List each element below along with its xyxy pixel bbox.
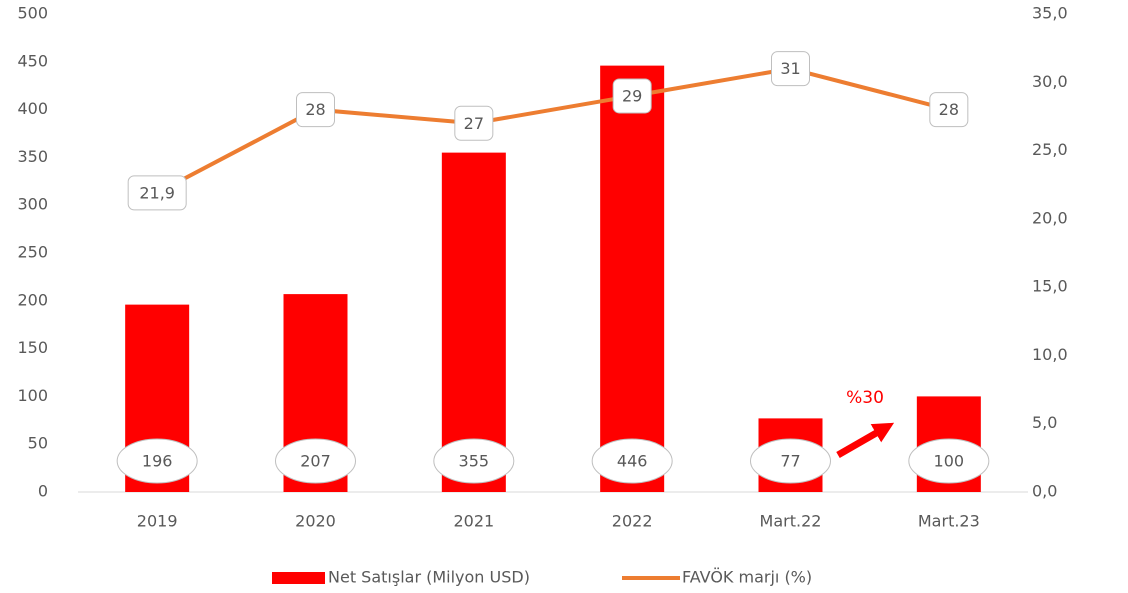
value-label: 196 [142, 452, 173, 471]
y-tick-label: 500 [17, 4, 48, 23]
y2-tick-label: 20,0 [1032, 208, 1068, 227]
x-tick-label: Mart.22 [760, 512, 822, 531]
value-label-bg [591, 438, 673, 484]
value-label-bg [127, 175, 187, 211]
value-label-bg [296, 92, 335, 128]
value-label-bg [750, 438, 831, 484]
y2-tick-label: 0,0 [1032, 482, 1057, 501]
x-tick-label: Mart.23 [918, 512, 980, 531]
y-tick-label: 150 [17, 338, 48, 357]
annotation: %30 [846, 388, 884, 408]
y2-tick-label: 25,0 [1032, 140, 1068, 159]
bar [600, 65, 665, 493]
value-label: 446 [617, 452, 648, 471]
value-label: 355 [459, 452, 490, 471]
legend-swatch [272, 572, 325, 584]
value-label: 28 [305, 100, 325, 119]
value-label: 27 [464, 114, 484, 133]
value-label-bg [771, 51, 810, 87]
value-label: 21,9 [139, 183, 175, 202]
y-tick-label: 450 [17, 51, 48, 70]
value-label-bg [275, 438, 356, 484]
value-label: 100 [934, 452, 965, 471]
annotation-arrow [836, 422, 895, 459]
value-label-bg [433, 438, 515, 484]
y-tick-label: 0 [38, 482, 48, 501]
value-label: 77 [780, 452, 800, 471]
value-label-bg [454, 105, 494, 141]
value-label-bg [612, 78, 652, 114]
y-tick-label: 250 [17, 243, 48, 262]
y-tick-label: 200 [17, 290, 48, 309]
value-label: 31 [780, 59, 800, 78]
y2-tick-label: 5,0 [1032, 413, 1057, 432]
y-tick-label: 50 [28, 434, 48, 453]
value-label-bg [929, 92, 969, 128]
x-tick-label: 2022 [612, 512, 653, 531]
y-tick-label: 300 [17, 195, 48, 214]
value-label: 29 [622, 86, 642, 105]
line [156, 66, 950, 195]
x-tick-label: 2019 [137, 512, 178, 531]
y2-tick-label: 10,0 [1032, 345, 1068, 364]
value-label: 207 [300, 452, 331, 471]
y-tick-label: 400 [17, 99, 48, 118]
bar [441, 152, 506, 492]
value-label-bg [908, 438, 990, 484]
legend-label: FAVÖK marjı (%) [682, 568, 812, 587]
value-label: 28 [939, 100, 959, 119]
y-tick-label: 350 [17, 147, 48, 166]
legend-label: Net Satışlar (Milyon USD) [328, 568, 530, 587]
y2-tick-label: 35,0 [1032, 4, 1068, 23]
value-label-bg [116, 438, 198, 484]
y2-tick-label: 15,0 [1032, 277, 1068, 296]
x-tick-label: 2021 [453, 512, 494, 531]
y2-tick-label: 30,0 [1032, 72, 1068, 91]
x-tick-label: 2020 [295, 512, 336, 531]
y-tick-label: 100 [17, 386, 48, 405]
